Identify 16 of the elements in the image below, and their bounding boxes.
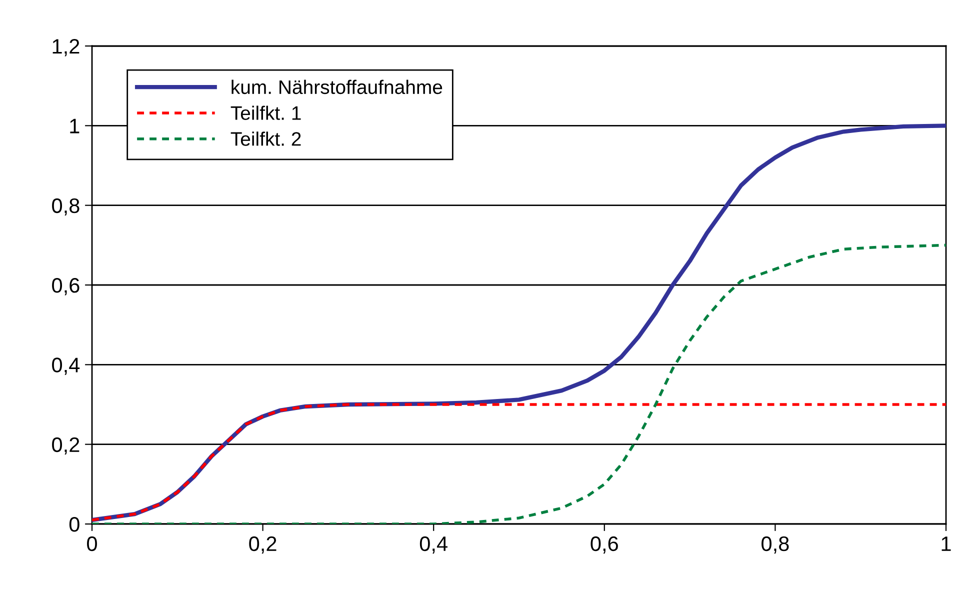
y-tick-label: 0,2 bbox=[52, 437, 80, 455]
legend-label: kum. Nährstoffaufnahme bbox=[232, 80, 442, 94]
y-tick-label: 0,6 bbox=[52, 278, 80, 296]
x-tick-label: 0,8 bbox=[762, 536, 789, 554]
legend-label: Teilfkt. 1 bbox=[230, 106, 301, 120]
x-tick-label: 0,4 bbox=[420, 536, 448, 554]
y-tick-label: 0 bbox=[69, 517, 80, 532]
x-tick-label: 0,6 bbox=[590, 536, 618, 554]
y-tick-label: 1 bbox=[70, 118, 80, 134]
y-tick-label: 0,4 bbox=[52, 358, 80, 375]
y-tick-label: 0,8 bbox=[52, 198, 80, 216]
x-tick-label: 1 bbox=[942, 536, 951, 551]
y-tick-label: 1,2 bbox=[52, 39, 80, 56]
x-tick-label: 0,2 bbox=[249, 536, 276, 554]
x-tick-label: 0 bbox=[87, 536, 97, 552]
legend-label: Teilfkt. 2 bbox=[230, 132, 301, 146]
